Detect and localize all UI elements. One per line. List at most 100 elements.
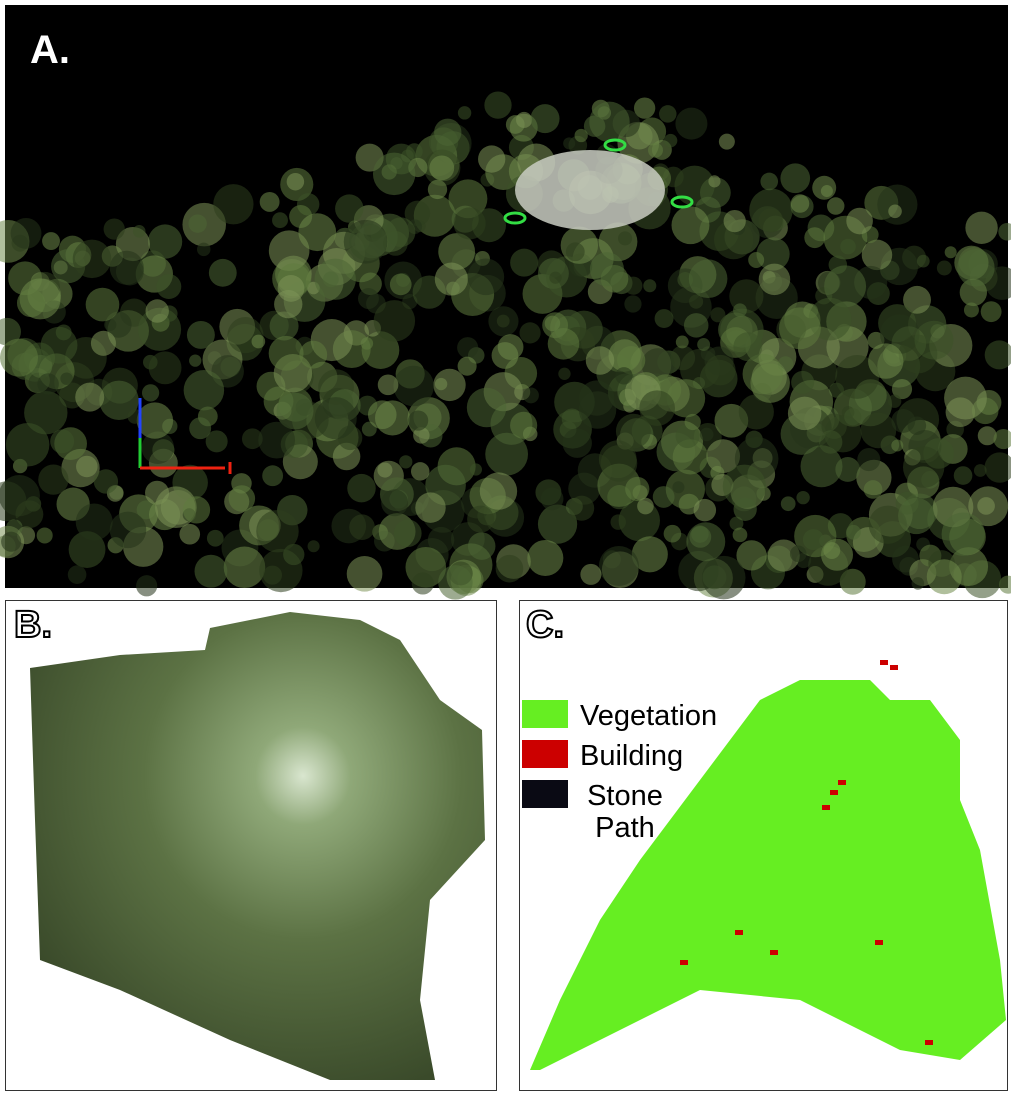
- panel-label: B.: [13, 603, 53, 647]
- foliage: [410, 462, 430, 481]
- foliage: [50, 429, 75, 454]
- foliage: [60, 372, 73, 386]
- foliage: [408, 410, 429, 431]
- foliage: [944, 246, 957, 259]
- foliage: [846, 207, 873, 235]
- foliage: [0, 317, 21, 346]
- foliage: [693, 498, 717, 522]
- foliage: [675, 107, 708, 140]
- foliage: [372, 152, 416, 196]
- foliage: [427, 526, 455, 554]
- foliage: [615, 413, 651, 449]
- foliage: [286, 172, 305, 191]
- foliage: [335, 194, 364, 223]
- foliage: [298, 213, 337, 252]
- foliage: [433, 368, 466, 402]
- foliage: [579, 380, 615, 416]
- foliage: [868, 343, 904, 379]
- foliage: [262, 465, 284, 487]
- building-speck: [830, 790, 838, 795]
- legend-swatch: [522, 700, 568, 728]
- foliage: [598, 545, 639, 586]
- foliage: [109, 511, 147, 549]
- foliage: [818, 430, 843, 454]
- foliage: [404, 200, 431, 227]
- foliage: [205, 430, 228, 453]
- foliage: [206, 529, 224, 547]
- foliage: [742, 353, 783, 395]
- foliage: [393, 519, 422, 548]
- legend-item: Stone Path: [522, 780, 750, 844]
- foliage: [670, 345, 696, 371]
- foliage: [686, 522, 726, 562]
- clearing: [515, 150, 665, 230]
- foliage: [993, 429, 1011, 450]
- foliage: [916, 254, 930, 268]
- foliage: [496, 314, 510, 328]
- foliage: [385, 217, 416, 248]
- foliage: [156, 274, 182, 299]
- foliage: [85, 287, 120, 322]
- foliage: [76, 455, 98, 478]
- foliage: [537, 504, 578, 544]
- foliage: [888, 204, 902, 219]
- markers: [503, 138, 694, 225]
- legend-swatch: [522, 740, 568, 768]
- foliage: [589, 252, 624, 287]
- foliage: [269, 311, 299, 341]
- foliage: [585, 346, 615, 375]
- foliage: [733, 332, 763, 362]
- foliage: [779, 307, 821, 350]
- foliage: [469, 463, 483, 476]
- foliage: [429, 155, 455, 181]
- foliage: [835, 355, 880, 399]
- foliage: [314, 258, 356, 300]
- foliage: [457, 106, 472, 120]
- foliage: [399, 455, 413, 469]
- foliage: [413, 427, 430, 444]
- foliage: [434, 262, 468, 296]
- foliage: [953, 466, 973, 485]
- foliage: [213, 184, 254, 225]
- foliage: [823, 542, 841, 559]
- foliage: [973, 464, 987, 477]
- foliage: [758, 263, 791, 296]
- foliage: [223, 546, 266, 589]
- foliage: [24, 391, 68, 435]
- foliage: [998, 575, 1011, 594]
- foliage: [183, 369, 225, 411]
- foliage: [268, 335, 304, 371]
- foliage: [208, 258, 237, 287]
- legend-label: Stone Path: [587, 780, 663, 844]
- foliage: [569, 495, 595, 521]
- foliage: [75, 382, 105, 412]
- foliage: [72, 239, 112, 279]
- foliage: [37, 373, 59, 395]
- foliage: [565, 242, 585, 262]
- foliage: [903, 285, 931, 314]
- foliage: [729, 516, 744, 531]
- foliage: [802, 529, 824, 551]
- foliage: [75, 503, 113, 541]
- foliage: [434, 118, 462, 146]
- foliage: [562, 428, 592, 458]
- foliage: [887, 394, 902, 408]
- foliage: [936, 260, 952, 276]
- foliage: [675, 424, 700, 449]
- foliage: [688, 259, 728, 299]
- foliage: [941, 512, 986, 556]
- foliage: [898, 497, 935, 535]
- foliage: [839, 568, 866, 595]
- foliage: [141, 384, 160, 402]
- foliage: [40, 326, 78, 364]
- foliage: [977, 497, 995, 515]
- foliage: [314, 397, 357, 440]
- foliage: [615, 367, 633, 385]
- foliage: [624, 276, 643, 295]
- foliage: [732, 527, 748, 543]
- panel-label: C.: [525, 603, 565, 647]
- foliage: [857, 448, 881, 472]
- foliage: [789, 545, 807, 563]
- foliage: [109, 250, 144, 285]
- foliage: [568, 472, 601, 505]
